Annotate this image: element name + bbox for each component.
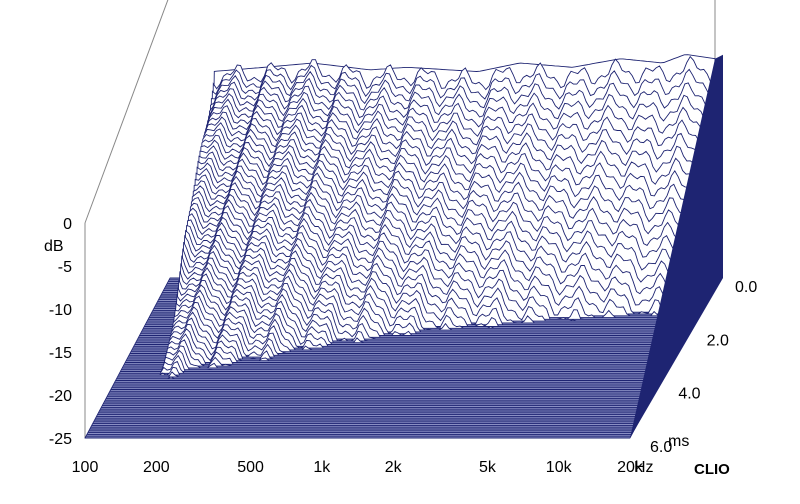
y-tick-label-0: 0 bbox=[63, 216, 72, 233]
y-tick-label-5: -25 bbox=[49, 431, 72, 448]
y-tick-label-3: -15 bbox=[49, 345, 72, 362]
z-tick-label-0: 0.0 bbox=[735, 279, 757, 296]
slice-42 bbox=[129, 301, 675, 354]
x-axis-unit: Hz bbox=[634, 459, 654, 476]
z-tick-label-3: 6.0 bbox=[650, 439, 672, 456]
y-axis-ticks: 0 -5 -10 -15 -20 -25 bbox=[49, 216, 72, 448]
z-axis-ticks: 0.0 2.0 4.0 6.0 bbox=[650, 279, 757, 456]
y-axis-label: dB bbox=[44, 238, 64, 255]
x-tick-label-4: 2k bbox=[385, 459, 403, 476]
x-axis-ticks: 100 200 500 1k 2k 5k 10k 20k bbox=[72, 459, 644, 476]
slice-56 bbox=[116, 376, 662, 380]
y-tick-label-2: -10 bbox=[49, 302, 72, 319]
y-tick-label-1: -5 bbox=[58, 259, 72, 276]
x-tick-label-5: 5k bbox=[479, 459, 497, 476]
z-tick-label-1: 2.0 bbox=[707, 332, 729, 349]
y-tick-label-4: -20 bbox=[49, 388, 72, 405]
brand-label: CLIO bbox=[694, 461, 730, 478]
x-tick-label-3: 1k bbox=[313, 459, 331, 476]
x-tick-label-2: 500 bbox=[237, 459, 264, 476]
right-side-fill bbox=[630, 54, 723, 438]
slice-55 bbox=[117, 371, 663, 378]
z-axis-unit: ms bbox=[668, 433, 689, 450]
chart-slices bbox=[85, 54, 723, 439]
x-tick-label-1: 200 bbox=[143, 459, 170, 476]
x-tick-label-6: 10k bbox=[546, 459, 573, 476]
z-tick-label-2: 4.0 bbox=[678, 386, 700, 403]
frame-top bbox=[84, 0, 169, 224]
x-tick-label-0: 100 bbox=[72, 459, 99, 476]
x-tick-label-7: 20k bbox=[617, 459, 644, 476]
